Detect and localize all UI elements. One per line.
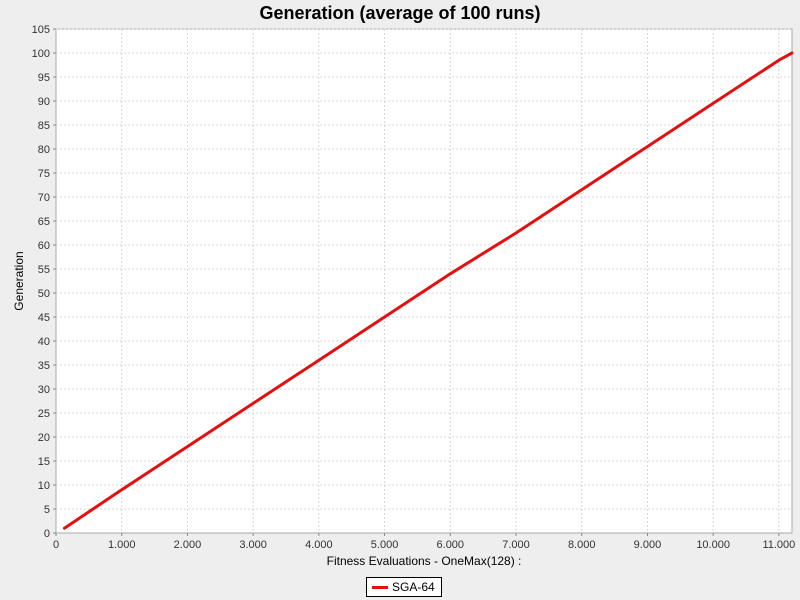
x-tick-label: 10.000 — [696, 539, 730, 551]
y-tick-label: 5 — [44, 504, 50, 516]
chart-title: Generation (average of 100 runs) — [259, 3, 541, 23]
x-tick-label: 6.000 — [437, 539, 465, 551]
y-tick-label: 95 — [38, 72, 50, 84]
x-tick-label: 8.000 — [568, 539, 596, 551]
y-tick-label: 55 — [38, 264, 50, 276]
y-tick-label: 75 — [38, 168, 50, 180]
y-tick-label: 85 — [38, 120, 50, 132]
y-tick-label: 15 — [38, 456, 50, 468]
y-tick-label: 30 — [38, 384, 50, 396]
axis-layer: 0 5 10 15 20 25 30 35 40 45 50 55 60 65 70 75 80 85 90 95 10… — [32, 24, 796, 551]
grid-layer — [56, 28, 792, 533]
plot-background — [55, 28, 793, 534]
y-tick-label: 100 — [32, 48, 50, 60]
x-axis-label: Fitness Evaluations - OneMax(128) : — [327, 554, 522, 568]
y-tick-label: 90 — [38, 96, 50, 108]
y-tick-label: 20 — [38, 432, 50, 444]
y-axis-label: Generation — [12, 251, 26, 310]
y-tick-label: 60 — [38, 240, 50, 252]
y-tick-label: 80 — [38, 144, 50, 156]
y-tick-label: 35 — [38, 360, 50, 372]
x-tick-label: 5.000 — [371, 539, 399, 551]
y-tick-label: 40 — [38, 336, 50, 348]
y-tick-label: 0 — [44, 528, 50, 540]
legend: SGA-64 — [366, 577, 442, 597]
x-tick-label: 1.000 — [108, 539, 136, 551]
y-tick-label: 10 — [38, 480, 50, 492]
y-tick-label: 65 — [38, 216, 50, 228]
x-tick-label: 4.000 — [305, 539, 333, 551]
x-tick-label: 11.000 — [762, 539, 795, 551]
series-layer — [62, 51, 794, 530]
legend-swatch-sga-64 — [372, 585, 388, 589]
x-tick-label: 3.000 — [239, 539, 267, 551]
x-tick-label: 9.000 — [634, 539, 662, 551]
y-tick-label: 50 — [38, 288, 50, 300]
series-line-sga-64 — [62, 51, 794, 530]
y-tick-label: 70 — [38, 192, 50, 204]
x-tick-label: 0 — [53, 539, 59, 551]
x-tick-label: 7.000 — [502, 539, 530, 551]
y-tick-label: 105 — [32, 24, 50, 36]
y-tick-label: 25 — [38, 408, 50, 420]
y-tick-label: 45 — [38, 312, 50, 324]
x-tick-label: 2.000 — [174, 539, 202, 551]
legend-label-sga-64: SGA-64 — [392, 580, 435, 594]
